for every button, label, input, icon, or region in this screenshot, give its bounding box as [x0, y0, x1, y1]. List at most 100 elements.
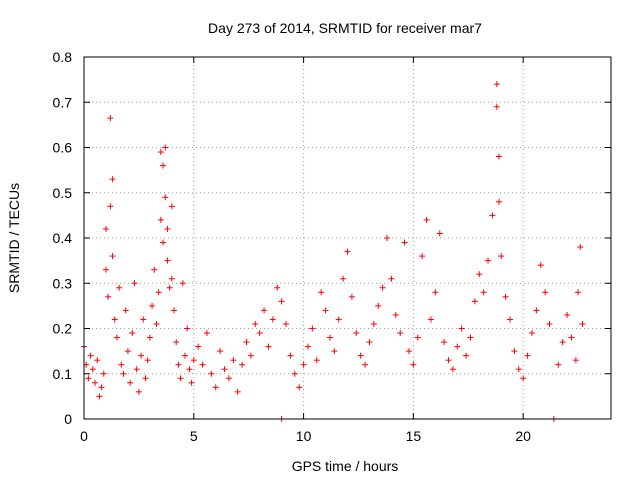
data-point	[164, 225, 171, 232]
data-point	[94, 357, 101, 364]
data-point	[160, 239, 167, 246]
data-point	[142, 375, 149, 382]
y-tick-label: 0.6	[53, 140, 73, 156]
data-point	[155, 289, 162, 296]
data-point	[164, 257, 171, 264]
data-point	[107, 203, 114, 210]
x-axis-label: GPS time / hours	[292, 458, 399, 474]
data-point	[89, 366, 96, 373]
data-point	[118, 361, 125, 368]
data-point	[555, 361, 562, 368]
y-tick-label: 0.8	[53, 49, 73, 65]
data-point	[107, 115, 114, 122]
data-point	[96, 393, 103, 400]
data-point	[252, 320, 259, 327]
data-point	[146, 334, 153, 341]
data-point	[559, 339, 566, 346]
data-point	[100, 370, 107, 377]
data-point	[463, 352, 470, 359]
data-point	[493, 103, 500, 110]
data-point	[427, 316, 434, 323]
data-point	[471, 298, 478, 305]
data-point	[331, 348, 338, 355]
x-tick-label: 15	[406, 428, 422, 444]
data-point	[184, 325, 191, 332]
data-point	[162, 194, 169, 201]
data-point	[318, 289, 325, 296]
data-point	[353, 330, 360, 337]
data-point	[177, 375, 184, 382]
data-point	[542, 289, 549, 296]
data-point	[221, 366, 228, 373]
data-point	[261, 307, 268, 314]
data-point	[122, 307, 129, 314]
data-point	[287, 352, 294, 359]
data-point	[87, 352, 94, 359]
data-point	[274, 284, 281, 291]
data-point	[537, 262, 544, 269]
data-point	[203, 330, 210, 337]
data-point	[370, 320, 377, 327]
data-point	[388, 275, 395, 282]
data-point	[149, 302, 156, 309]
data-point	[234, 388, 241, 395]
data-point	[157, 216, 164, 223]
axis-ticks: 0 0.1 0.2 0.3 0.4 0.5 0.6 0.7 0.8 0 5 10 15 20	[53, 49, 611, 444]
x-tick-label: 10	[296, 428, 312, 444]
data-point	[212, 384, 219, 391]
data-points	[81, 81, 586, 422]
data-point	[441, 339, 448, 346]
y-tick-label: 0.5	[53, 185, 73, 201]
data-point	[105, 293, 112, 300]
chart-title: Day 273 of 2014, SRMTID for receiver mar…	[208, 20, 482, 36]
data-point	[208, 370, 215, 377]
data-point	[454, 343, 461, 350]
data-point	[199, 361, 206, 368]
data-point	[515, 366, 522, 373]
data-point	[572, 357, 579, 364]
data-point	[533, 307, 540, 314]
data-point	[135, 388, 142, 395]
data-point	[498, 253, 505, 260]
data-point	[109, 253, 116, 260]
data-point	[326, 334, 333, 341]
data-point	[195, 343, 202, 350]
data-point	[168, 275, 175, 282]
data-point	[344, 248, 351, 255]
data-point	[322, 307, 329, 314]
data-point	[348, 293, 355, 300]
data-point	[98, 384, 105, 391]
data-point	[480, 289, 487, 296]
data-point	[151, 266, 158, 273]
data-point	[575, 289, 582, 296]
data-point	[506, 316, 513, 323]
data-point	[102, 225, 109, 232]
data-point	[436, 230, 443, 237]
data-point	[502, 293, 509, 300]
data-point	[127, 379, 134, 386]
data-point	[175, 361, 182, 368]
data-point	[225, 375, 232, 382]
data-point	[247, 352, 254, 359]
data-point	[496, 198, 503, 205]
y-tick-label: 0.2	[53, 321, 73, 337]
data-point	[85, 375, 92, 382]
data-point	[116, 284, 123, 291]
data-point	[528, 330, 535, 337]
data-point	[357, 352, 364, 359]
data-point	[579, 320, 586, 327]
data-point	[129, 330, 136, 337]
data-point	[186, 366, 193, 373]
data-point	[138, 352, 145, 359]
data-point	[243, 339, 250, 346]
data-point	[171, 307, 178, 314]
data-point	[124, 348, 131, 355]
data-point	[113, 334, 120, 341]
y-tick-label: 0.7	[53, 94, 73, 110]
data-point	[546, 320, 553, 327]
data-point	[173, 339, 180, 346]
data-point	[144, 357, 151, 364]
y-tick-label: 0.1	[53, 366, 73, 382]
data-point	[256, 330, 263, 337]
